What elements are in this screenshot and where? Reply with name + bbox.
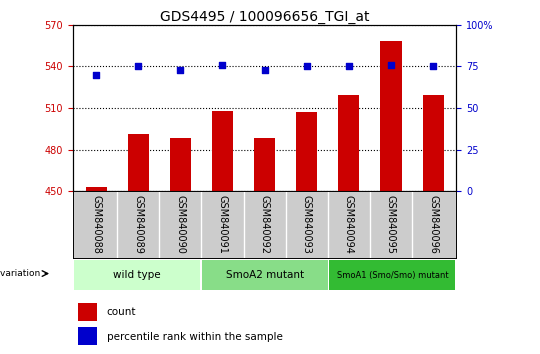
Text: GSM840094: GSM840094 [344, 195, 354, 254]
FancyBboxPatch shape [329, 260, 455, 290]
Bar [170, 138, 191, 191]
Text: GSM840091: GSM840091 [218, 195, 227, 254]
Bar [381, 41, 402, 191]
Point [176, 67, 185, 73]
Point [387, 62, 395, 68]
Text: GSM840088: GSM840088 [91, 195, 101, 254]
Title: GDS4495 / 100096656_TGI_at: GDS4495 / 100096656_TGI_at [160, 10, 369, 24]
Bar [254, 138, 275, 191]
Point [345, 63, 353, 69]
Bar [423, 96, 444, 191]
Text: wild type: wild type [113, 270, 160, 280]
Bar [296, 112, 318, 191]
FancyBboxPatch shape [201, 260, 328, 290]
Text: SmoA2 mutant: SmoA2 mutant [226, 270, 303, 280]
Text: GSM840096: GSM840096 [428, 195, 438, 254]
Text: genotype/variation: genotype/variation [0, 269, 41, 278]
Bar [85, 187, 106, 191]
FancyBboxPatch shape [74, 260, 200, 290]
Bar [127, 134, 149, 191]
Bar [339, 96, 360, 191]
Text: percentile rank within the sample: percentile rank within the sample [106, 332, 282, 342]
Text: GSM840093: GSM840093 [302, 195, 312, 254]
Text: SmoA1 (Smo/Smo) mutant: SmoA1 (Smo/Smo) mutant [336, 271, 448, 280]
Text: GSM840089: GSM840089 [133, 195, 143, 254]
Point [429, 63, 437, 69]
Bar [78, 303, 97, 321]
Text: GSM840090: GSM840090 [176, 195, 185, 254]
Point [92, 72, 100, 78]
Point [302, 63, 311, 69]
Point [260, 67, 269, 73]
Text: GSM840092: GSM840092 [260, 195, 269, 254]
Point [134, 63, 143, 69]
Text: GSM840095: GSM840095 [386, 195, 396, 254]
Text: count: count [106, 307, 136, 317]
Bar [212, 111, 233, 191]
Point [218, 62, 227, 68]
Bar [78, 327, 97, 346]
